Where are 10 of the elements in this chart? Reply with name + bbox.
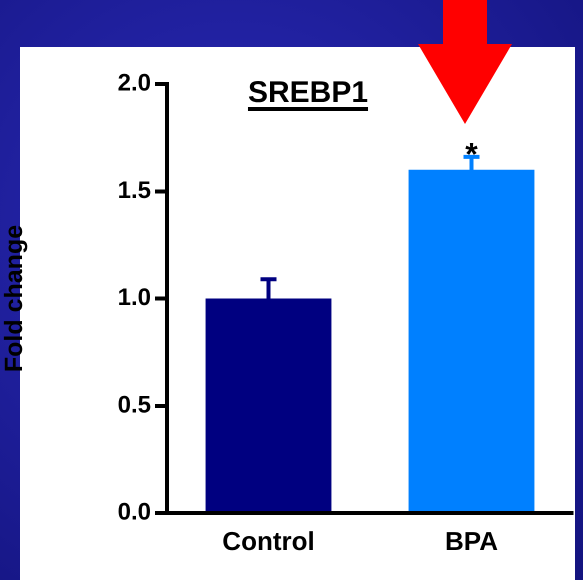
y-tick-label: 0.0 [118,498,151,526]
y-axis-title: Fold change [0,224,28,372]
y-tick-label: 1.0 [118,284,151,312]
annotation: * [465,136,478,172]
y-tick-label: 2.0 [118,70,151,97]
x-tick-label: Control [222,526,315,556]
y-tick-label: 1.5 [118,176,151,204]
y-tick-label: 0.5 [118,391,151,418]
x-tick-label: BPA [445,526,498,556]
chart-title: SREBP1 [248,76,368,110]
